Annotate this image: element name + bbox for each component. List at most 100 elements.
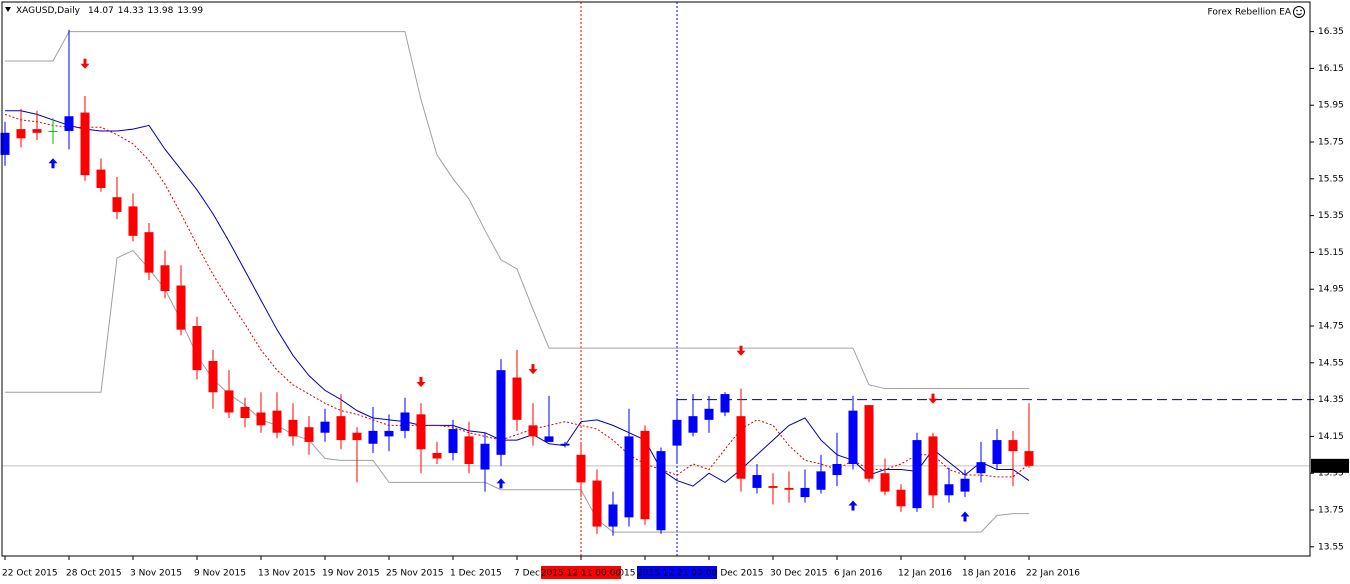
candle-body	[240, 406, 250, 418]
price-box	[1311, 458, 1349, 473]
sell-arrow	[864, 410, 874, 421]
indicator-line	[5, 110, 1030, 487]
candle-body	[16, 129, 26, 139]
x-tick-label: 22 Oct 2015	[2, 569, 58, 579]
candle-body	[784, 487, 794, 490]
candle-body	[704, 408, 714, 420]
x-tick-label: 9 Nov 2015	[194, 569, 246, 579]
indicator-line	[5, 31, 1029, 390]
high-value: 14.33	[118, 6, 144, 16]
x-tick-label: 7 Dec 2015	[514, 569, 566, 579]
cursor-label: 2015.12.21 00:00	[637, 569, 718, 579]
candle-body	[624, 436, 634, 518]
indicator-line	[5, 249, 1029, 533]
candle-body	[368, 430, 378, 444]
dropdown-icon[interactable]	[5, 7, 11, 12]
candle-body	[768, 486, 778, 488]
candle-body	[272, 410, 282, 433]
candle-body	[416, 414, 426, 450]
x-tick-label: 23 Dec 2015	[706, 569, 764, 579]
candle-body	[336, 416, 346, 441]
x-tick-label: 13 Nov 2015	[258, 569, 316, 579]
candle-body	[512, 377, 522, 420]
candle-body	[576, 454, 586, 483]
candle-body	[448, 429, 458, 453]
candle-body	[128, 206, 138, 236]
candle-body	[192, 326, 202, 371]
candle-body	[64, 116, 74, 131]
candle-body	[864, 405, 874, 479]
candle-body	[992, 440, 1002, 464]
buy-arrow	[848, 500, 858, 511]
y-tick-label: 14.15	[1318, 432, 1344, 442]
y-tick-label: 13.75	[1318, 506, 1344, 516]
y-tick-label: 15.15	[1318, 248, 1344, 258]
candle-body	[288, 419, 298, 437]
candle-body	[144, 232, 154, 273]
candle-body	[256, 412, 266, 426]
candle-body	[160, 265, 170, 292]
y-tick-label: 14.55	[1318, 358, 1344, 368]
buy-arrow	[48, 158, 58, 169]
candle-body	[656, 451, 666, 531]
candle-body	[928, 436, 938, 496]
chart-title: XAGUSD,Daily	[16, 6, 81, 16]
candle-body	[880, 473, 890, 492]
candle-body	[720, 394, 730, 413]
y-tick-label: 14.35	[1318, 395, 1344, 405]
y-tick-label: 16.35	[1318, 27, 1344, 37]
cursor-label: 2015.12.11 00:00	[541, 569, 622, 579]
price-box-label: 13.99	[1316, 461, 1342, 471]
x-tick-label: 3 Nov 2015	[130, 569, 182, 579]
candle-body	[544, 436, 554, 442]
y-tick-label: 13.95	[1318, 469, 1344, 479]
candle-body	[96, 169, 106, 188]
close-value: 13.99	[177, 6, 203, 16]
buy-arrow	[496, 478, 506, 489]
sell-arrow	[528, 364, 538, 375]
candle-body	[592, 480, 602, 527]
candle-body	[672, 419, 682, 446]
candle-body	[384, 430, 394, 437]
y-tick-label: 15.35	[1318, 211, 1344, 221]
x-tick-label: 28 Oct 2015	[66, 569, 122, 579]
candle-body	[464, 436, 474, 464]
candle-body	[752, 475, 762, 488]
candle-body	[832, 464, 842, 476]
y-tick-label: 15.95	[1318, 101, 1344, 111]
smiley-icon	[1293, 6, 1305, 18]
x-tick-label: 25 Nov 2015	[386, 569, 444, 579]
candle-body	[528, 425, 538, 437]
candle-body	[224, 390, 234, 413]
candle-body	[112, 197, 122, 212]
candle-body	[960, 478, 970, 492]
x-tick-label: 6 Jan 2016	[834, 569, 882, 579]
candle-body	[0, 132, 10, 155]
y-tick-label: 16.15	[1318, 64, 1344, 74]
candle-body	[816, 471, 826, 490]
candle-body	[560, 443, 570, 446]
candle-body	[496, 370, 506, 455]
y-tick-label: 14.75	[1318, 322, 1344, 332]
candle-body	[848, 410, 858, 464]
candle-body	[736, 416, 746, 479]
y-tick-label: 15.75	[1318, 138, 1344, 148]
y-tick-label: 13.55	[1318, 542, 1344, 552]
candle-body	[176, 285, 186, 330]
candle-body	[976, 462, 986, 474]
candle-body	[688, 416, 698, 433]
sell-arrow	[928, 393, 938, 404]
y-tick-label: 15.55	[1318, 174, 1344, 184]
candle-body	[1024, 451, 1034, 466]
candle-body	[800, 487, 810, 498]
candle-body	[80, 112, 90, 176]
sell-arrow	[736, 345, 746, 356]
candle-body	[912, 440, 922, 509]
cursor-label-box	[541, 566, 621, 579]
indicator-line	[4, 113, 1030, 478]
candle-body	[320, 421, 330, 433]
x-tick-label: 12 Jan 2016	[898, 569, 952, 579]
x-tick-label: 22 Jan 2016	[1026, 569, 1080, 579]
plot-area	[0, 2, 1310, 556]
